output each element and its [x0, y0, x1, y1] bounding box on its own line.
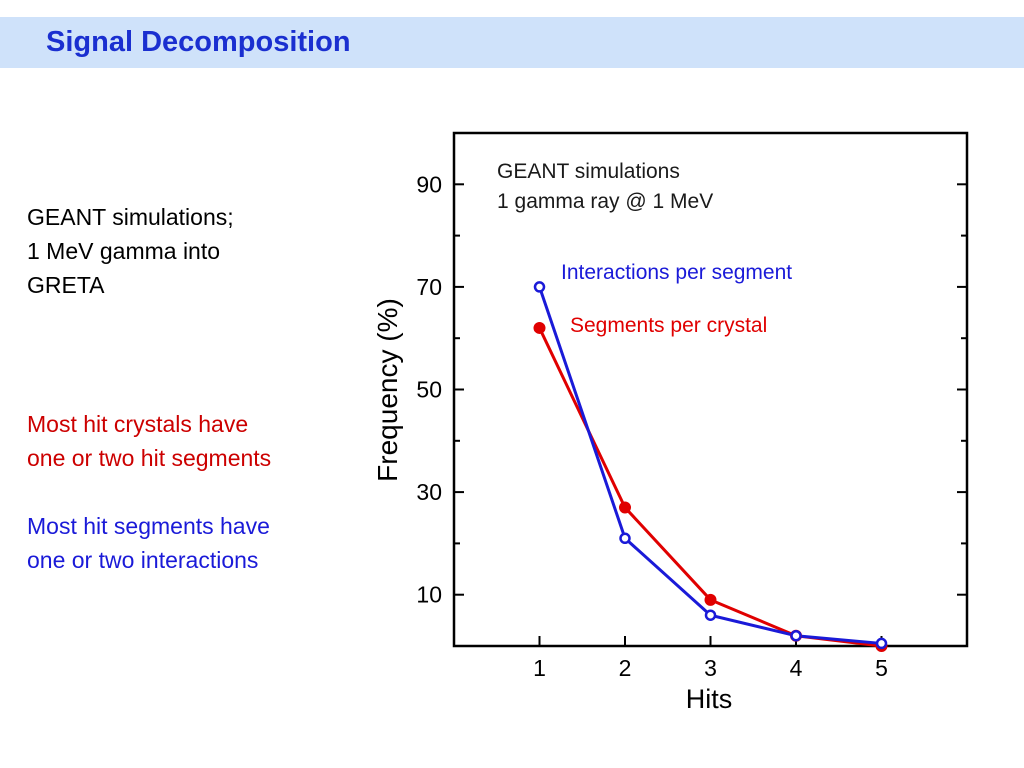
segment-note-line: one or two interactions [27, 547, 259, 573]
x-tick-label: 2 [619, 655, 632, 681]
y-axis-label: Frequency (%) [372, 298, 403, 482]
interactions-marker [704, 609, 717, 621]
interactions-marker [875, 637, 888, 650]
legend-interactions-per-segment: Interactions per segment [561, 261, 792, 284]
segments-marker [704, 593, 717, 606]
series-line [538, 286, 882, 645]
intro-notes: GEANT simulations; 1 MeV gamma into GRET… [27, 200, 347, 302]
y-tick-label: 70 [416, 274, 442, 300]
intro-line: GRETA [27, 272, 105, 298]
x-tick-label: 5 [875, 655, 888, 681]
y-tick-label: 10 [416, 582, 442, 608]
legend-segments-per-crystal: Segments per crystal [570, 314, 767, 337]
x-tick-label: 4 [790, 655, 803, 681]
title-bar [0, 17, 1024, 68]
y-tick-label: 50 [416, 377, 442, 403]
interactions-marker [619, 532, 631, 545]
segment-note-line: Most hit segments have [27, 513, 270, 539]
interactions-marker [533, 281, 546, 293]
y-tick-label: 30 [416, 479, 442, 505]
interactions-marker [790, 629, 802, 642]
segments-marker [619, 501, 631, 514]
x-axis-label: Hits [686, 684, 733, 714]
page-title: Signal Decomposition [46, 26, 351, 58]
x-tick-label: 3 [704, 655, 717, 681]
x-tick-label: 1 [533, 655, 546, 681]
segment-note: Most hit segments have one or two intera… [27, 509, 347, 577]
crystal-note-line: one or two hit segments [27, 445, 272, 471]
segments-marker [533, 321, 546, 334]
chart-annotation-line: 1 gamma ray @ 1 MeV [497, 190, 713, 213]
crystal-note: Most hit crystals have one or two hit se… [27, 407, 347, 475]
crystal-note-line: Most hit crystals have [27, 411, 249, 437]
intro-line: GEANT simulations; [27, 204, 234, 230]
intro-line: 1 MeV gamma into [27, 238, 221, 264]
chart-annotation-line: GEANT simulations [497, 160, 680, 183]
y-tick-label: 90 [416, 171, 442, 197]
